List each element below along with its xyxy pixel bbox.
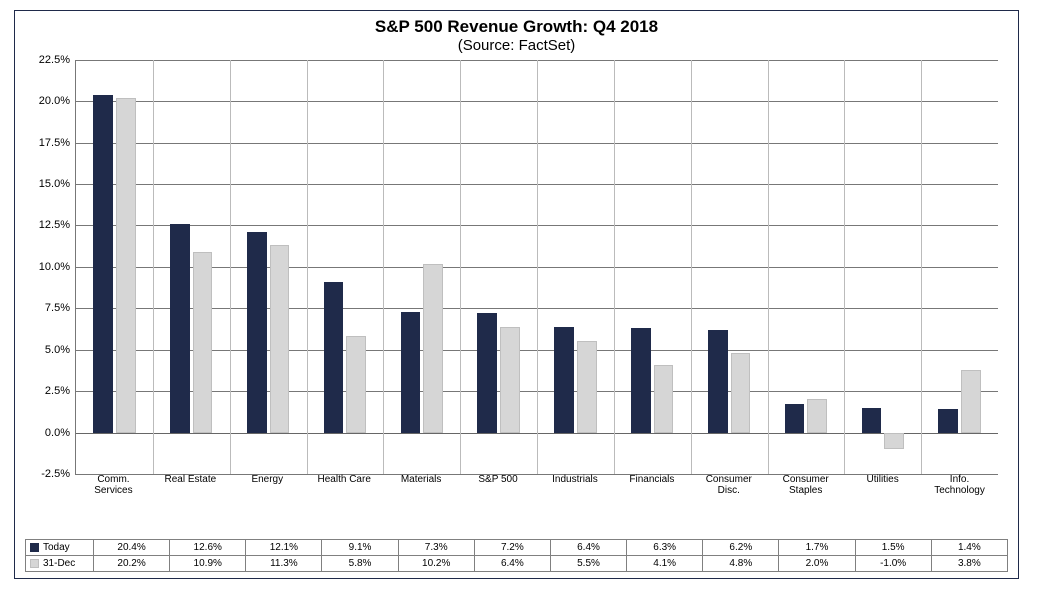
category-label: Financials [613, 475, 690, 486]
bar-31-dec [731, 353, 751, 433]
table-cell: 4.8% [703, 556, 779, 572]
table-cell: 10.9% [170, 556, 246, 572]
table-cell: 12.1% [246, 540, 322, 556]
bar-today [938, 409, 958, 432]
chart-container: S&P 500 Revenue Growth: Q4 2018 (Source:… [14, 10, 1019, 579]
table-cell: 11.3% [246, 556, 322, 572]
category-separator [153, 60, 154, 474]
category-separator [768, 60, 769, 474]
table-cell: 5.5% [550, 556, 626, 572]
table-cell: 4.1% [627, 556, 703, 572]
bar-today [170, 224, 190, 433]
category-separator [307, 60, 308, 474]
legend-cell: Today [26, 540, 94, 556]
bar-today [554, 327, 574, 433]
category-label: Consumer Staples [767, 475, 844, 496]
legend-label: Today [43, 542, 70, 553]
data-table: Today20.4%12.6%12.1%9.1%7.3%7.2%6.4%6.3%… [25, 539, 1008, 572]
bar-31-dec [116, 98, 136, 433]
category-separator [614, 60, 615, 474]
chart-subtitle: (Source: FactSet) [15, 37, 1018, 54]
y-axis-tick-label: 0.0% [45, 427, 76, 439]
category-separator [383, 60, 384, 474]
y-axis-tick-label: -2.5% [41, 468, 76, 480]
bar-today [631, 328, 651, 432]
table-cell: -1.0% [855, 556, 931, 572]
table-row: 31-Dec20.2%10.9%11.3%5.8%10.2%6.4%5.5%4.… [26, 556, 1008, 572]
y-axis-tick-label: 15.0% [39, 178, 76, 190]
category-label: Info. Technology [921, 475, 998, 496]
legend-label: 31-Dec [43, 558, 75, 569]
bar-31-dec [500, 327, 520, 433]
bar-31-dec [423, 264, 443, 433]
bar-today [247, 232, 267, 432]
table-cell: 9.1% [322, 540, 398, 556]
bar-today [401, 312, 421, 433]
category-label: S&P 500 [460, 475, 537, 486]
y-axis-tick-label: 5.0% [45, 344, 76, 356]
category-label: Health Care [306, 475, 383, 486]
table-cell: 2.0% [779, 556, 855, 572]
table-cell: 12.6% [170, 540, 246, 556]
category-label: Industrials [537, 475, 614, 486]
bar-today [324, 282, 344, 433]
bar-today [477, 313, 497, 432]
table-cell: 6.2% [703, 540, 779, 556]
bar-31-dec [807, 399, 827, 432]
bar-today [862, 408, 882, 433]
category-label: Energy [229, 475, 306, 486]
category-label: Comm. Services [75, 475, 152, 496]
legend-cell: 31-Dec [26, 556, 94, 572]
table-cell: 1.4% [931, 540, 1007, 556]
y-axis-tick-label: 12.5% [39, 219, 76, 231]
bar-31-dec [193, 252, 213, 433]
bar-31-dec [884, 433, 904, 450]
category-separator [844, 60, 845, 474]
y-axis-tick-label: 20.0% [39, 95, 76, 107]
table-cell: 6.3% [627, 540, 703, 556]
category-label: Materials [383, 475, 460, 486]
table-cell: 20.4% [94, 540, 170, 556]
chart-title-block: S&P 500 Revenue Growth: Q4 2018 (Source:… [15, 11, 1018, 54]
bar-today [93, 95, 113, 433]
category-label: Consumer Disc. [690, 475, 767, 496]
bar-today [785, 404, 805, 432]
bar-today [708, 330, 728, 433]
legend-swatch [30, 559, 39, 568]
y-axis-tick-label: 2.5% [45, 385, 76, 397]
category-separator [460, 60, 461, 474]
category-separator [921, 60, 922, 474]
y-axis-tick-label: 7.5% [45, 302, 76, 314]
table-cell: 6.4% [474, 556, 550, 572]
category-separator [230, 60, 231, 474]
bar-31-dec [346, 336, 366, 432]
category-labels: Comm. ServicesReal EstateEnergyHealth Ca… [75, 475, 998, 503]
bar-31-dec [577, 341, 597, 432]
chart-title: S&P 500 Revenue Growth: Q4 2018 [15, 17, 1018, 37]
table-row: Today 20.4%12.6%12.1%9.1%7.3%7.2%6.4%6.3%… [26, 540, 1008, 556]
plot-wrapper: -2.5% 0.0% 2.5% 5.0% 7.5% 10.0% 12.5% 15.0% 17.5… [25, 60, 1008, 535]
table-cell: 1.7% [779, 540, 855, 556]
data-table-container: Today20.4%12.6%12.1%9.1%7.3%7.2%6.4%6.3%… [25, 539, 1008, 572]
category-label: Real Estate [152, 475, 229, 486]
plot-area: -2.5%0.0%2.5%5.0%7.5%10.0%12.5%15.0%17.5… [75, 60, 998, 475]
table-cell: 20.2% [94, 556, 170, 572]
legend-swatch [30, 543, 39, 552]
bar-31-dec [270, 245, 290, 432]
y-axis-tick-label: 17.5% [39, 137, 76, 149]
category-separator [537, 60, 538, 474]
y-axis-tick-label: 22.5% [39, 54, 76, 66]
table-cell: 1.5% [855, 540, 931, 556]
table-cell: 5.8% [322, 556, 398, 572]
bar-31-dec [961, 370, 981, 433]
table-cell: 7.2% [474, 540, 550, 556]
y-axis-tick-label: 10.0% [39, 261, 76, 273]
table-cell: 10.2% [398, 556, 474, 572]
table-cell: 3.8% [931, 556, 1007, 572]
bar-31-dec [654, 365, 674, 433]
table-cell: 7.3% [398, 540, 474, 556]
category-label: Utilities [844, 475, 921, 486]
category-separator [691, 60, 692, 474]
table-cell: 6.4% [550, 540, 626, 556]
